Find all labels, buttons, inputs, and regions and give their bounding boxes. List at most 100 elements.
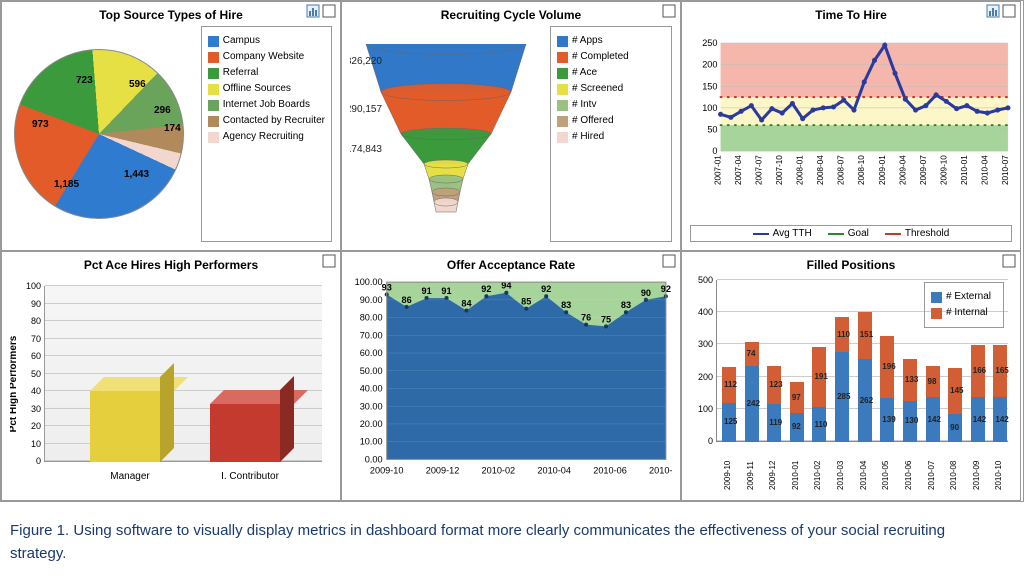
tth-title: Time To Hire [690,8,1012,22]
legend-item: # Apps [557,33,665,49]
dashboard-grid: Top Source Types of Hire 1,4431,18597372… [0,0,1024,502]
figure-caption: Figure 1. Using software to visually dis… [0,502,1010,573]
svg-text:2009-12: 2009-12 [426,466,460,476]
bar3d-xlabel: Manager [80,471,180,482]
svg-text:100: 100 [702,103,717,113]
legend-item: Contacted by Recruiter [208,113,325,129]
legend-item: # Screened [557,81,665,97]
y-tick-label: 100 [23,281,41,291]
stacked-bar: 90 145 [948,368,962,442]
stacked-bar: 285 110 [835,317,849,442]
svg-text:92: 92 [541,284,551,294]
expand-icon[interactable] [1002,254,1016,268]
pie-value-label: 174 [164,123,181,134]
svg-text:10.00: 10.00 [360,437,383,447]
svg-text:2008-07: 2008-07 [837,155,846,185]
x-tick-label: 2010-02 [813,461,822,490]
svg-text:50.00: 50.00 [360,366,383,376]
svg-text:2009-04: 2009-04 [898,155,907,185]
panel-toolbar [306,4,336,18]
legend-item: # Internal [931,305,997,321]
legend-item: Goal [828,228,869,239]
bar3d [210,404,280,462]
bar3d-xlabel: I. Contributor [200,471,300,482]
stacked-bar: 125 112 [722,367,736,442]
filled-chart: 0100200300400500 125 1122009-10 242 7420… [690,276,1012,492]
bar3d-ylabel: Pct High Performers [10,336,19,433]
svg-text:2007-07: 2007-07 [755,155,764,185]
filled-title: Filled Positions [690,258,1012,272]
x-tick-label: 2010-01 [791,461,800,490]
y-tick-label: 30 [23,404,41,414]
chart-icon[interactable] [306,4,320,18]
legend-item: Avg TTH [753,228,812,239]
pie-value-label: 1,185 [54,179,79,190]
pie-title: Top Source Types of Hire [10,8,332,22]
pie-value-label: 973 [32,119,49,130]
expand-icon[interactable] [1002,4,1016,18]
legend-item: # Offered [557,113,665,129]
stacked-bar: 92 97 [790,382,804,442]
legend-item: Company Website [208,49,325,65]
svg-text:90.00: 90.00 [360,295,383,305]
y-tick-label: 70 [23,334,41,344]
svg-text:2010-08: 2010-08 [649,466,672,476]
svg-text:2008-04: 2008-04 [816,155,825,185]
svg-text:70.00: 70.00 [360,330,383,340]
y-tick-label: 200 [693,372,713,382]
y-tick-label: 100 [693,404,713,414]
y-tick-label: 400 [693,307,713,317]
legend-item: Offline Sources [208,81,325,97]
chart-icon[interactable] [986,4,1000,18]
svg-text:60.00: 60.00 [360,348,383,358]
legend-item: Threshold [885,228,949,239]
stacked-bar: 110 191 [812,347,826,442]
svg-text:40.00: 40.00 [360,384,383,394]
pie-value-label: 596 [129,79,146,90]
legend-item: Agency Recruiting [208,129,325,145]
bar3d [90,391,160,462]
stacked-bar: 119 123 [767,366,781,442]
legend-item: # Hired [557,129,665,145]
y-tick-label: 20 [23,421,41,431]
expand-icon[interactable] [662,254,676,268]
svg-text:20.00: 20.00 [360,419,383,429]
panel-bar3d: Pct Ace Hires High Performers Pct High P… [1,251,341,501]
svg-text:2010-04: 2010-04 [537,466,571,476]
svg-text:2009-10: 2009-10 [939,155,948,185]
funnel-stage-label: # Completed - 290,157 [350,104,382,115]
expand-icon[interactable] [322,254,336,268]
svg-text:2008-10: 2008-10 [857,155,866,185]
stacked-bar: 142 166 [971,345,985,442]
y-tick-label: 50 [23,369,41,379]
expand-icon[interactable] [322,4,336,18]
svg-text:2007-10: 2007-10 [775,155,784,185]
svg-text:50: 50 [707,125,717,135]
x-tick-label: 2009-12 [768,461,777,490]
expand-icon[interactable] [662,4,676,18]
funnel-chart: # Apps - 326,220# Completed - 290,157# A… [350,26,542,242]
svg-text:2007-04: 2007-04 [734,155,743,185]
bar3d-chart: Pct High Performers 01020304050607080901… [10,276,332,492]
svg-text:2008-01: 2008-01 [796,155,805,185]
funnel-stage-label: # Ace - 174,843 [350,144,382,155]
offer-chart: 9386919184929485928376758390920.0010.002… [350,276,672,492]
svg-text:2010-07: 2010-07 [1001,155,1010,185]
stacked-bar: 242 74 [745,342,759,442]
svg-text:85: 85 [521,297,531,307]
legend-item: # Ace [557,65,665,81]
panel-pie: Top Source Types of Hire 1,4431,18597372… [1,1,341,251]
x-tick-label: 2010-09 [972,461,981,490]
funnel-title: Recruiting Cycle Volume [350,8,672,22]
stacked-bar: 130 133 [903,359,917,442]
svg-text:2009-01: 2009-01 [878,155,887,185]
svg-text:200: 200 [702,60,717,70]
x-tick-label: 2010-03 [836,461,845,490]
svg-text:91: 91 [421,286,431,296]
legend-item: # Completed [557,49,665,65]
stacked-bar: 139 196 [880,336,894,442]
y-tick-label: 90 [23,299,41,309]
y-tick-label: 0 [23,456,41,466]
svg-text:2010-06: 2010-06 [593,466,627,476]
x-tick-label: 2010-05 [881,461,890,490]
